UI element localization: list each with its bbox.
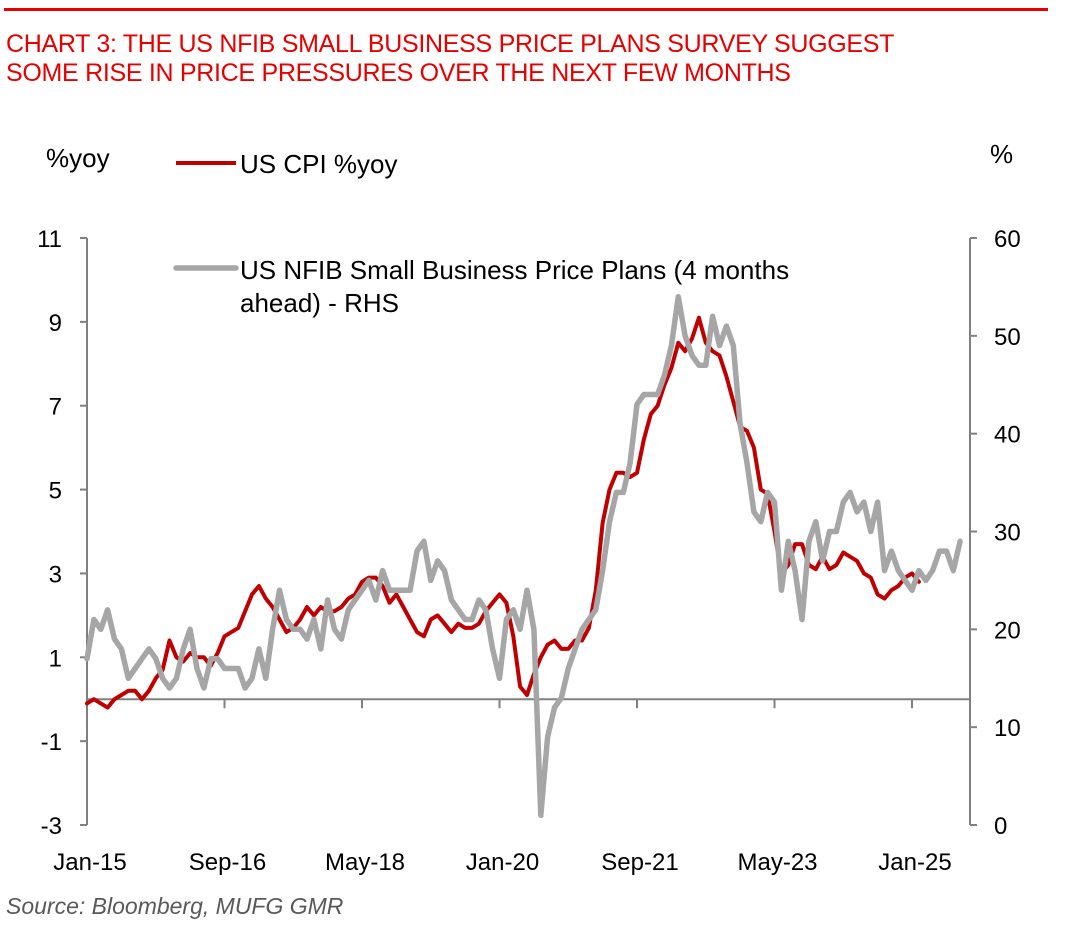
nfib-line <box>84 293 963 818</box>
left-axis-tick-label: 9 <box>49 310 62 337</box>
left-axis-tick-label: 5 <box>49 478 62 505</box>
legend-label-nfib-line-2: ahead) - RHS <box>240 288 399 318</box>
right-axis-tick-label: 50 <box>994 324 1021 351</box>
axes: 11 9 7 5 3 1 -1 -3 60 50 40 30 20 10 0 Jan-15 Sep-16 May-… <box>37 226 1021 876</box>
right-axis-tick-label: 0 <box>994 813 1007 840</box>
legend-label-cpi: US CPI %yoy <box>240 149 398 179</box>
x-axis-tick-label: Jan-15 <box>53 849 126 876</box>
left-axis-title: %yoy <box>46 143 110 173</box>
left-axis-tick-label: 11 <box>37 226 62 253</box>
left-axis-tick-label: 3 <box>49 561 62 588</box>
chart-title-line-2: SOME RISE IN PRICE PRESSURES OVER THE NE… <box>6 59 791 87</box>
right-axis-tick-label: 60 <box>994 226 1021 253</box>
left-axis-tick-label: 1 <box>49 645 62 672</box>
left-axis-tick-label: -3 <box>41 813 62 840</box>
x-axis-tick-label: Sep-16 <box>189 849 266 876</box>
x-axis-tick-label: May-18 <box>325 849 405 876</box>
right-axis-title: % <box>990 139 1013 169</box>
chart-title: CHART 3: THE US NFIB SMALL BUSINESS PRIC… <box>6 30 1056 88</box>
top-rule <box>4 8 1048 11</box>
chart-title-line-1: CHART 3: THE US NFIB SMALL BUSINESS PRIC… <box>6 30 895 58</box>
left-axis-tick-label: 7 <box>49 394 62 421</box>
source-note: Source: Bloomberg, MUFG GMR <box>6 893 344 919</box>
plot-lines <box>84 293 963 818</box>
right-axis-tick-label: 10 <box>994 715 1021 742</box>
line-chart: 11 9 7 5 3 1 -1 -3 60 50 40 30 20 10 0 Jan-15 Sep-16 May-… <box>37 139 1021 876</box>
x-axis-tick-label: May-23 <box>737 849 817 876</box>
left-axis-tick-label: -1 <box>41 729 62 756</box>
right-axis-tick-label: 40 <box>994 422 1021 449</box>
x-axis-tick-label: Sep-21 <box>601 849 678 876</box>
legend-label-nfib-line-1: US NFIB Small Business Price Plans (4 mo… <box>240 255 789 285</box>
legend: US CPI %yoy US NFIB Small Business Price … <box>173 149 789 318</box>
x-axis-tick-label: Jan-25 <box>878 849 951 876</box>
right-axis-tick-label: 30 <box>994 520 1021 547</box>
right-axis-tick-label: 20 <box>994 617 1021 644</box>
x-axis-tick-label: Jan-20 <box>466 849 539 876</box>
